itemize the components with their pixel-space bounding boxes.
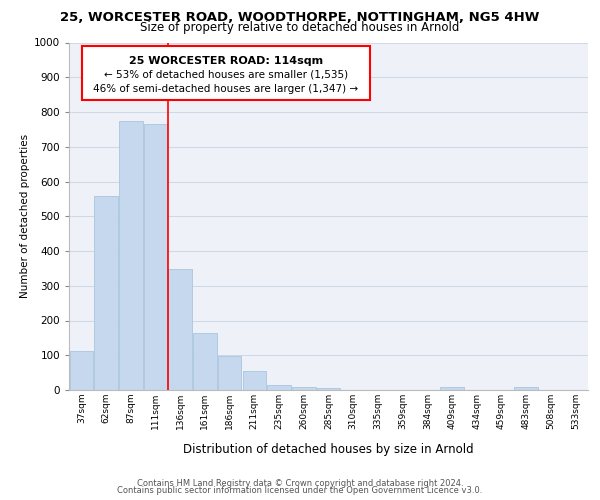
Text: 25 WORCESTER ROAD: 114sqm: 25 WORCESTER ROAD: 114sqm xyxy=(129,56,323,66)
Bar xyxy=(268,386,291,390)
Text: 46% of semi-detached houses are larger (1,347) →: 46% of semi-detached houses are larger (… xyxy=(94,84,359,94)
Bar xyxy=(119,120,143,390)
Text: Contains HM Land Registry data © Crown copyright and database right 2024.: Contains HM Land Registry data © Crown c… xyxy=(137,478,463,488)
Bar xyxy=(144,124,167,390)
Bar xyxy=(94,196,118,390)
Text: ← 53% of detached houses are smaller (1,535): ← 53% of detached houses are smaller (1,… xyxy=(104,70,348,80)
Bar xyxy=(317,388,340,390)
X-axis label: Distribution of detached houses by size in Arnold: Distribution of detached houses by size … xyxy=(183,443,474,456)
Text: Size of property relative to detached houses in Arnold: Size of property relative to detached ho… xyxy=(140,22,460,35)
Bar xyxy=(193,332,217,390)
Y-axis label: Number of detached properties: Number of detached properties xyxy=(20,134,29,298)
Text: Contains public sector information licensed under the Open Government Licence v3: Contains public sector information licen… xyxy=(118,486,482,495)
Bar xyxy=(514,387,538,390)
Bar xyxy=(440,386,464,390)
Bar xyxy=(242,371,266,390)
Bar xyxy=(169,270,192,390)
Bar xyxy=(70,350,93,390)
Bar xyxy=(218,356,241,390)
FancyBboxPatch shape xyxy=(82,46,370,100)
Bar xyxy=(292,387,316,390)
Text: 25, WORCESTER ROAD, WOODTHORPE, NOTTINGHAM, NG5 4HW: 25, WORCESTER ROAD, WOODTHORPE, NOTTINGH… xyxy=(61,11,539,24)
